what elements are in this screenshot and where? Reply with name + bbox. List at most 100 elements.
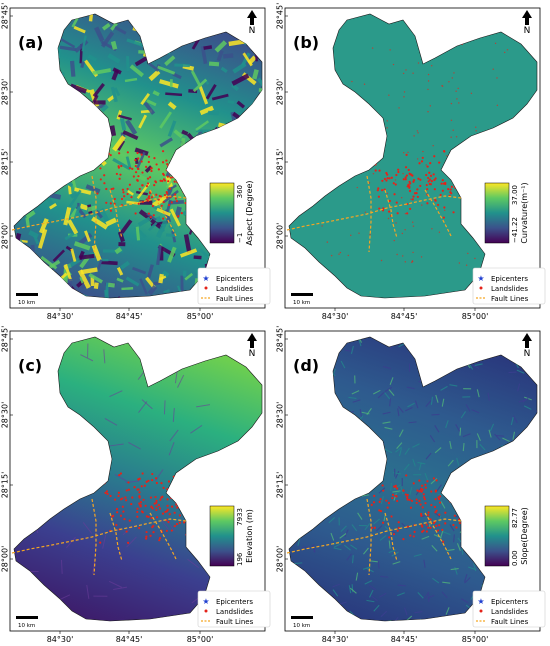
legend-label: Epicenters <box>491 275 528 283</box>
landslide-dot-icon <box>479 286 483 290</box>
colorbar: 37.00 −41.22 Curvature(m⁻¹) <box>484 182 529 244</box>
x-tick-label: 84°45' <box>116 635 143 644</box>
x-tick-label: 85°00' <box>187 312 214 321</box>
colorbar-min-label: 0.00 <box>511 550 519 566</box>
y-tick-label: 28°30' <box>1 79 10 106</box>
legend-label: Landslides <box>216 285 253 293</box>
north-label: N <box>524 26 531 36</box>
north-arrow: N <box>522 333 532 359</box>
map-legend: ★ Epicenters Landslides Fault Lines <box>197 590 271 628</box>
basin-area <box>288 336 538 622</box>
legend-label: Landslides <box>491 608 528 616</box>
panel-label: (b) <box>293 33 319 52</box>
colorbar-max-label: 37.00 <box>511 185 519 205</box>
legend-label: Landslides <box>491 285 528 293</box>
north-arrow: N <box>247 10 257 36</box>
y-tick-label: 28°45' <box>276 326 285 353</box>
landslide-dot-icon <box>479 609 483 613</box>
panel-label: (c) <box>18 356 42 375</box>
scale-bar-label: 10 km <box>293 623 310 629</box>
landslide-dot-icon <box>204 609 208 613</box>
epicenter-star-icon: ★ <box>202 597 209 606</box>
scale-bar: 10 km <box>16 616 38 629</box>
fault-line <box>11 195 187 231</box>
north-arrow: N <box>522 10 532 36</box>
fault-line <box>91 175 97 253</box>
scale-bar: 10 km <box>291 616 313 629</box>
x-tick-label: 84°30' <box>47 635 74 644</box>
fault-line <box>286 518 462 554</box>
epicenter-star-icon: ★ <box>202 274 209 283</box>
map-svg: (b) N 37.00 −41.22 Curvature(m⁻¹) ★ Epicenters… <box>276 3 546 321</box>
colorbar: 7933 196 Elevation (m) <box>209 505 254 567</box>
map-panel-aspect: (a) N 360 −1 Aspect (Degree) ★ Epicenters Lands… <box>0 0 275 323</box>
fault-line <box>366 498 372 576</box>
fault-line <box>424 189 452 237</box>
colorbar-title: Elevation (m) <box>245 509 254 563</box>
y-tick-label: 28°45' <box>276 3 285 30</box>
scale-bar: 10 km <box>291 293 313 306</box>
colorbar: 82.77 0.00 Slope(Degree) <box>484 505 529 567</box>
basin-area <box>288 13 538 299</box>
colorbar-min-label: −41.22 <box>511 217 519 243</box>
colorbar-min-label: −1 <box>236 233 244 243</box>
scale-bar: 10 km <box>16 293 38 306</box>
y-tick-label: 28°00' <box>276 546 285 573</box>
y-tick-label: 28°00' <box>1 546 10 573</box>
colorbar-title: Slope(Degree) <box>520 507 529 565</box>
legend-label: Epicenters <box>491 598 528 606</box>
y-tick-label: 28°15' <box>1 149 10 176</box>
panel-label: (a) <box>18 33 43 52</box>
fault-line <box>91 498 97 576</box>
fault-line <box>424 512 452 560</box>
colorbar-max-label: 82.77 <box>511 508 519 528</box>
colorbar-title: Aspect (Degree) <box>245 180 254 245</box>
north-label: N <box>249 26 256 36</box>
north-arrow: N <box>247 333 257 359</box>
fault-line <box>109 189 123 239</box>
y-tick-label: 28°30' <box>1 402 10 429</box>
x-tick-label: 84°30' <box>322 635 349 644</box>
north-label: N <box>249 349 256 359</box>
map-panel-elevation: (c) N 7933 196 Elevation (m) ★ Epicenters Lands… <box>0 323 275 646</box>
epicenter-star-icon: ★ <box>477 597 484 606</box>
y-tick-label: 28°15' <box>276 149 285 176</box>
map-svg: (c) N 7933 196 Elevation (m) ★ Epicenters Lands… <box>1 326 271 644</box>
fault-line <box>286 195 462 231</box>
y-tick-label: 28°00' <box>1 223 10 250</box>
map-panel-slope: (d) N 82.77 0.00 Slope(Degree) ★ Epicenters Lan… <box>275 323 550 646</box>
scale-bar-label: 10 km <box>293 300 310 306</box>
colorbar-title: Curvature(m⁻¹) <box>520 182 529 243</box>
colorbar-min-label: 196 <box>236 552 244 566</box>
legend-label: Fault Lines <box>491 295 529 303</box>
y-tick-label: 28°30' <box>276 402 285 429</box>
north-label: N <box>524 349 531 359</box>
y-tick-label: 28°15' <box>1 472 10 499</box>
scale-bar-label: 10 km <box>18 623 35 629</box>
legend-label: Fault Lines <box>216 618 254 626</box>
legend-label: Fault Lines <box>491 618 529 626</box>
fault-line <box>384 189 398 239</box>
x-tick-label: 84°30' <box>322 312 349 321</box>
fault-line <box>149 189 177 237</box>
epicenter-star-icon: ★ <box>477 274 484 283</box>
x-tick-label: 85°00' <box>187 635 214 644</box>
legend-label: Landslides <box>216 608 253 616</box>
colorbar: 360 −1 Aspect (Degree) <box>209 180 254 246</box>
fault-line <box>366 175 372 253</box>
x-tick-label: 84°45' <box>391 635 418 644</box>
y-tick-label: 28°45' <box>1 3 10 30</box>
x-tick-label: 84°30' <box>47 312 74 321</box>
x-tick-label: 85°00' <box>462 635 489 644</box>
colorbar-max-label: 360 <box>236 185 244 198</box>
legend-label: Epicenters <box>216 598 253 606</box>
y-tick-label: 28°15' <box>276 472 285 499</box>
map-svg: (a) N 360 −1 Aspect (Degree) ★ Epicenters Lands… <box>1 3 271 321</box>
x-tick-label: 84°45' <box>116 312 143 321</box>
landslide-dot-icon <box>204 286 208 290</box>
map-legend: ★ Epicenters Landslides Fault Lines <box>197 267 271 305</box>
scale-bar-label: 10 km <box>18 300 35 306</box>
map-panel-curvature: (b) N 37.00 −41.22 Curvature(m⁻¹) ★ Epicenters… <box>275 0 550 323</box>
x-tick-label: 84°45' <box>391 312 418 321</box>
fault-line <box>149 512 177 560</box>
